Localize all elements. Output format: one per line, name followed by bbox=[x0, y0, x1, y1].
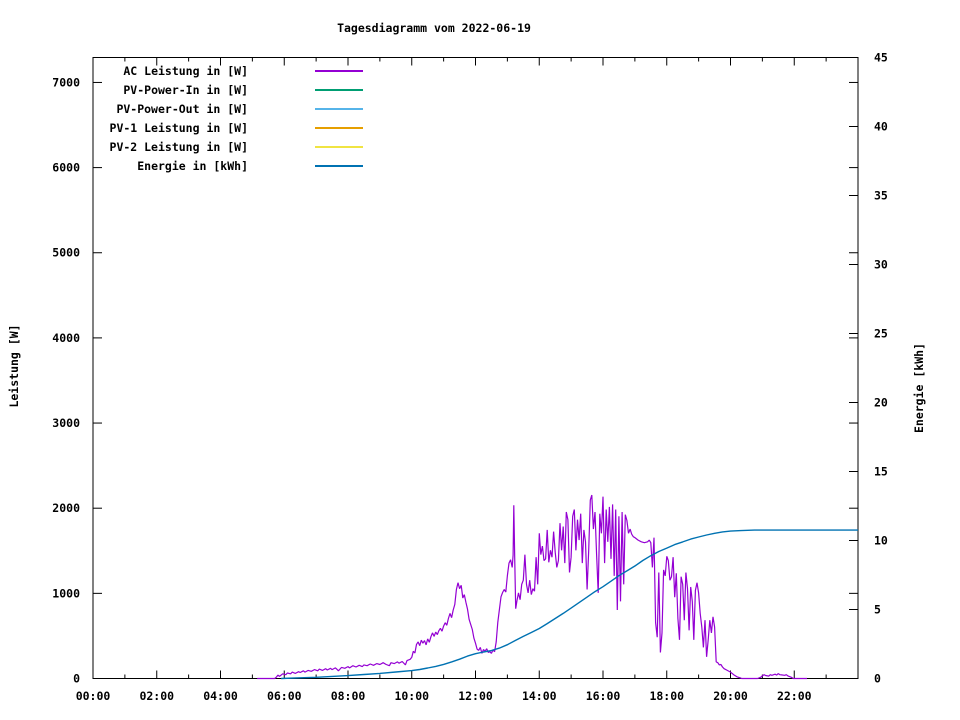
y1-tick-label: 7000 bbox=[52, 75, 80, 89]
y1-tick-label: 4000 bbox=[52, 331, 80, 345]
y1-tick-label: 3000 bbox=[52, 416, 80, 430]
y2-tick-label: 20 bbox=[874, 396, 888, 410]
y2-axis-ticks: 0 5 10 15 20 25 30 35 40 45 bbox=[849, 51, 888, 686]
y2-tick-label: 35 bbox=[874, 189, 888, 203]
y2-tick-label: 40 bbox=[874, 120, 888, 134]
legend-label-pv-power-in-in-w: PV-Power-In in [W] bbox=[123, 83, 248, 97]
legend-line-sample-pv-1-leistung-in-w bbox=[315, 127, 363, 129]
x-tick-label: 14:00 bbox=[522, 689, 557, 703]
legend-line-sample-energie-in-kwh bbox=[315, 165, 363, 167]
y2-tick-label: 15 bbox=[874, 465, 888, 479]
y1-tick-label: 5000 bbox=[52, 246, 80, 260]
chart-title: Tagesdiagramm vom 2022-06-19 bbox=[337, 21, 531, 35]
x-tick-label: 00:00 bbox=[76, 689, 111, 703]
legend-label-pv-power-out-in-w: PV-Power-Out in [W] bbox=[116, 102, 248, 116]
legend-label-pv-2-leistung-in-w: PV-2 Leistung in [W] bbox=[109, 140, 248, 154]
x-tick-label: 12:00 bbox=[458, 689, 493, 703]
x-tick-label: 04:00 bbox=[203, 689, 238, 703]
x-tick-label: 18:00 bbox=[649, 689, 684, 703]
x-axis-ticks: 00:00 02:00 04:00 06:00 08:00 10:00 12:00 14:00… bbox=[76, 57, 859, 703]
y2-tick-label: 10 bbox=[874, 534, 888, 548]
x-tick-label: 08:00 bbox=[331, 689, 366, 703]
x-tick-label: 06:00 bbox=[267, 689, 302, 703]
y2-tick-label: 45 bbox=[874, 51, 888, 65]
legend-line-sample-pv-2-leistung-in-w bbox=[315, 146, 363, 148]
y1-tick-label: 0 bbox=[73, 672, 80, 686]
legend-label-pv-1-leistung-in-w: PV-1 Leistung in [W] bbox=[109, 121, 248, 135]
legend-line-sample-pv-power-in-in-w bbox=[315, 89, 363, 91]
y2-tick-label: 30 bbox=[874, 258, 888, 272]
legend-label-energie-in-kwh: Energie in [kWh] bbox=[137, 159, 248, 173]
x-tick-label: 10:00 bbox=[394, 689, 429, 703]
y2-tick-label: 5 bbox=[874, 603, 881, 617]
x-tick-label: 22:00 bbox=[777, 689, 812, 703]
y1-tick-label: 2000 bbox=[52, 501, 80, 515]
x-tick-label: 02:00 bbox=[139, 689, 174, 703]
y1-tick-label: 6000 bbox=[52, 161, 80, 175]
y2-tick-label: 0 bbox=[874, 672, 881, 686]
legend-line-sample-pv-power-out-in-w bbox=[315, 108, 363, 110]
legend-line-sample-ac-leistung-in-w bbox=[315, 70, 363, 72]
y2-tick-label: 25 bbox=[874, 327, 888, 341]
y1-tick-label: 1000 bbox=[52, 586, 80, 600]
x-tick-label: 16:00 bbox=[586, 689, 621, 703]
legend-label-ac-leistung-in-w: AC Leistung in [W] bbox=[123, 64, 248, 78]
series-energie-in-kwh bbox=[281, 529, 858, 680]
series-ac-leistung-in-w bbox=[257, 494, 807, 680]
x-tick-label: 20:00 bbox=[713, 689, 748, 703]
